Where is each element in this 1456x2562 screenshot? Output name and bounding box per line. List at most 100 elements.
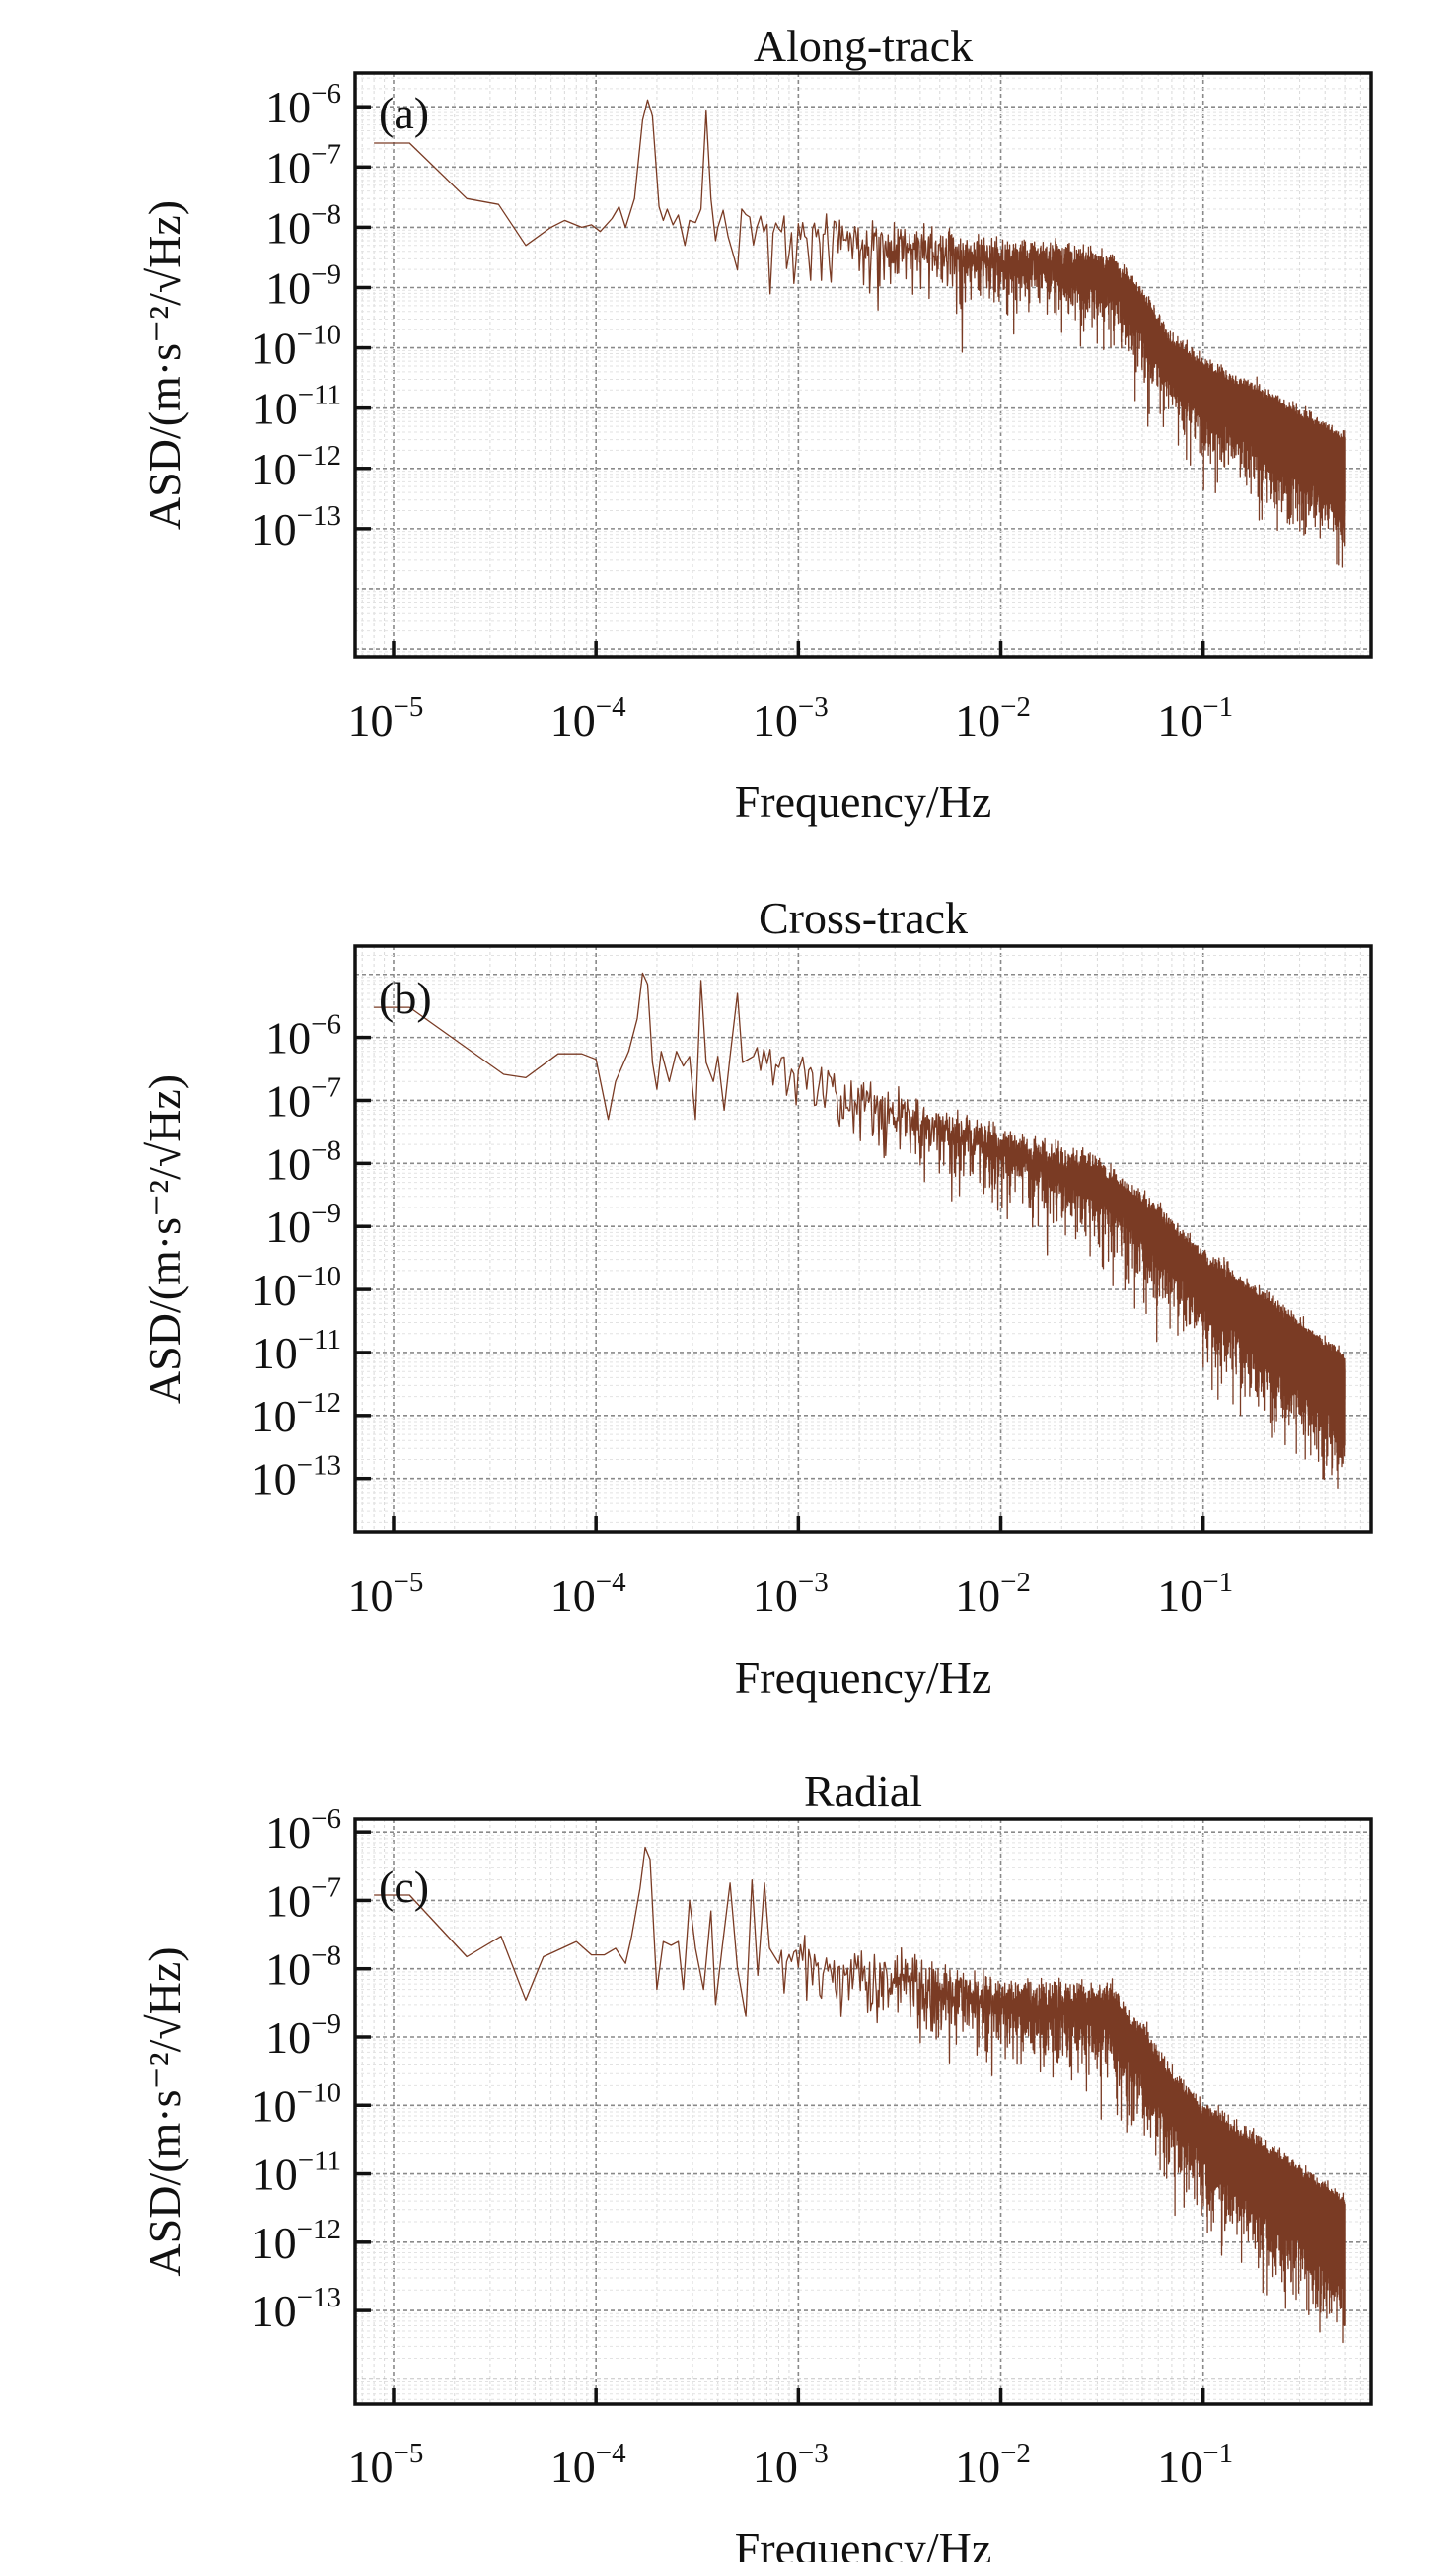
y-tick-label: 10−11 (253, 1324, 341, 1378)
tick-exponent: −9 (311, 2009, 341, 2040)
tick-exponent: −11 (298, 1324, 341, 1355)
x-axis-label: Frequency/Hz (735, 2524, 992, 2562)
tick-exponent: −10 (297, 1261, 341, 1292)
y-tick-label: 10−6 (265, 1009, 341, 1063)
x-tick-label: 10−5 (348, 2438, 424, 2492)
x-tick-label: 10−1 (1157, 692, 1233, 746)
tick-exponent: −1 (1202, 692, 1233, 723)
x-axis-label: Frequency/Hz (735, 776, 992, 827)
tick-base: 10 (265, 1875, 311, 1926)
tick-exponent: −1 (1202, 1567, 1233, 1598)
tick-exponent: −2 (1000, 692, 1031, 723)
panel-label: (b) (379, 973, 432, 1023)
y-axis-label: ASD/(m·s⁻²/√Hz) (139, 1946, 189, 2276)
tick-exponent: −4 (596, 692, 626, 723)
tick-exponent: −11 (298, 380, 341, 411)
chart-title: Cross-track (759, 893, 968, 943)
tick-base: 10 (252, 1265, 297, 1315)
tick-base: 10 (1157, 2442, 1202, 2492)
tick-base: 10 (252, 2218, 297, 2268)
x-tick-label: 10−3 (753, 692, 829, 746)
tick-base: 10 (265, 2013, 311, 2063)
asd-series-line (374, 99, 1346, 568)
y-tick-label: 10−9 (265, 1198, 341, 1252)
tick-base: 10 (252, 2081, 297, 2131)
tick-exponent: −6 (311, 1803, 341, 1835)
tick-base: 10 (1157, 695, 1202, 746)
x-tick-label: 10−5 (348, 692, 424, 746)
asd-series-line (374, 1846, 1346, 2344)
tick-base: 10 (265, 1138, 311, 1189)
panel-label: (a) (379, 88, 429, 138)
y-tick-label: 10−11 (253, 2146, 341, 2200)
y-tick-label: 10−13 (252, 1450, 341, 1504)
y-axis-label: ASD/(m·s⁻²/√Hz) (139, 1074, 189, 1404)
tick-base: 10 (753, 695, 798, 746)
tick-exponent: −2 (1000, 2438, 1031, 2469)
tick-exponent: −7 (311, 1871, 341, 1903)
x-tick-label: 10−1 (1157, 2438, 1233, 2492)
tick-base: 10 (550, 1571, 596, 1621)
tick-exponent: −13 (297, 2282, 341, 2313)
chart-panel-a: Along-track(a)10−5 10−4 10−3 10−2 10−110−610… (139, 21, 1373, 827)
x-tick-label: 10−4 (550, 692, 626, 746)
y-tick-label: 10−12 (252, 1387, 341, 1441)
tick-base: 10 (252, 1454, 297, 1504)
tick-exponent: −7 (311, 138, 341, 170)
x-tick-label: 10−2 (955, 2438, 1031, 2492)
y-tick-label: 10−11 (253, 380, 341, 434)
y-tick-label: 10−10 (252, 1261, 341, 1315)
asd-series-line (374, 972, 1346, 1489)
tick-exponent: −6 (311, 78, 341, 110)
tick-base: 10 (955, 1571, 1000, 1621)
y-tick-label: 10−6 (265, 78, 341, 132)
y-tick-label: 10−7 (265, 138, 341, 192)
y-tick-label: 10−13 (252, 2282, 341, 2336)
tick-exponent: −9 (311, 1198, 341, 1229)
tick-exponent: −6 (311, 1009, 341, 1041)
tick-base: 10 (265, 82, 311, 132)
tick-exponent: −11 (298, 2146, 341, 2177)
tick-base: 10 (253, 384, 298, 434)
tick-exponent: −7 (311, 1071, 341, 1103)
tick-exponent: −13 (297, 1450, 341, 1482)
tick-base: 10 (252, 2286, 297, 2336)
tick-base: 10 (265, 1807, 311, 1858)
x-tick-label: 10−3 (753, 2438, 829, 2492)
y-tick-label: 10−12 (252, 440, 341, 494)
tick-exponent: −10 (297, 2077, 341, 2108)
tick-base: 10 (253, 2150, 298, 2200)
tick-exponent: −3 (798, 692, 829, 723)
grid (355, 73, 1371, 657)
panel-label: (c) (379, 1862, 429, 1912)
tick-base: 10 (265, 1202, 311, 1252)
tick-exponent: −12 (297, 440, 341, 472)
y-tick-label: 10−12 (252, 2214, 341, 2268)
tick-base: 10 (550, 2442, 596, 2492)
tick-base: 10 (265, 262, 311, 313)
x-tick-label: 10−2 (955, 1567, 1031, 1621)
tick-base: 10 (753, 2442, 798, 2492)
x-tick-label: 10−4 (550, 1567, 626, 1621)
x-axis-label: Frequency/Hz (735, 1652, 992, 1703)
y-tick-label: 10−13 (252, 500, 341, 554)
tick-base: 10 (252, 1391, 297, 1441)
tick-exponent: −13 (297, 500, 341, 532)
y-tick-label: 10−7 (265, 1871, 341, 1926)
tick-base: 10 (348, 1571, 394, 1621)
y-tick-label: 10−8 (265, 198, 341, 253)
tick-base: 10 (348, 695, 394, 746)
tick-exponent: −8 (311, 198, 341, 230)
tick-exponent: −1 (1202, 2438, 1233, 2469)
y-tick-label: 10−8 (265, 1940, 341, 1995)
x-tick-label: 10−2 (955, 692, 1031, 746)
x-tick-label: 10−5 (348, 1567, 424, 1621)
tick-exponent: −4 (596, 1567, 626, 1598)
y-tick-label: 10−10 (252, 2077, 341, 2131)
tick-base: 10 (265, 142, 311, 192)
tick-exponent: −2 (1000, 1567, 1031, 1598)
tick-exponent: −5 (394, 692, 424, 723)
plot-frame (353, 1817, 1373, 2406)
tick-exponent: −8 (311, 1135, 341, 1166)
tick-exponent: −12 (297, 1387, 341, 1419)
